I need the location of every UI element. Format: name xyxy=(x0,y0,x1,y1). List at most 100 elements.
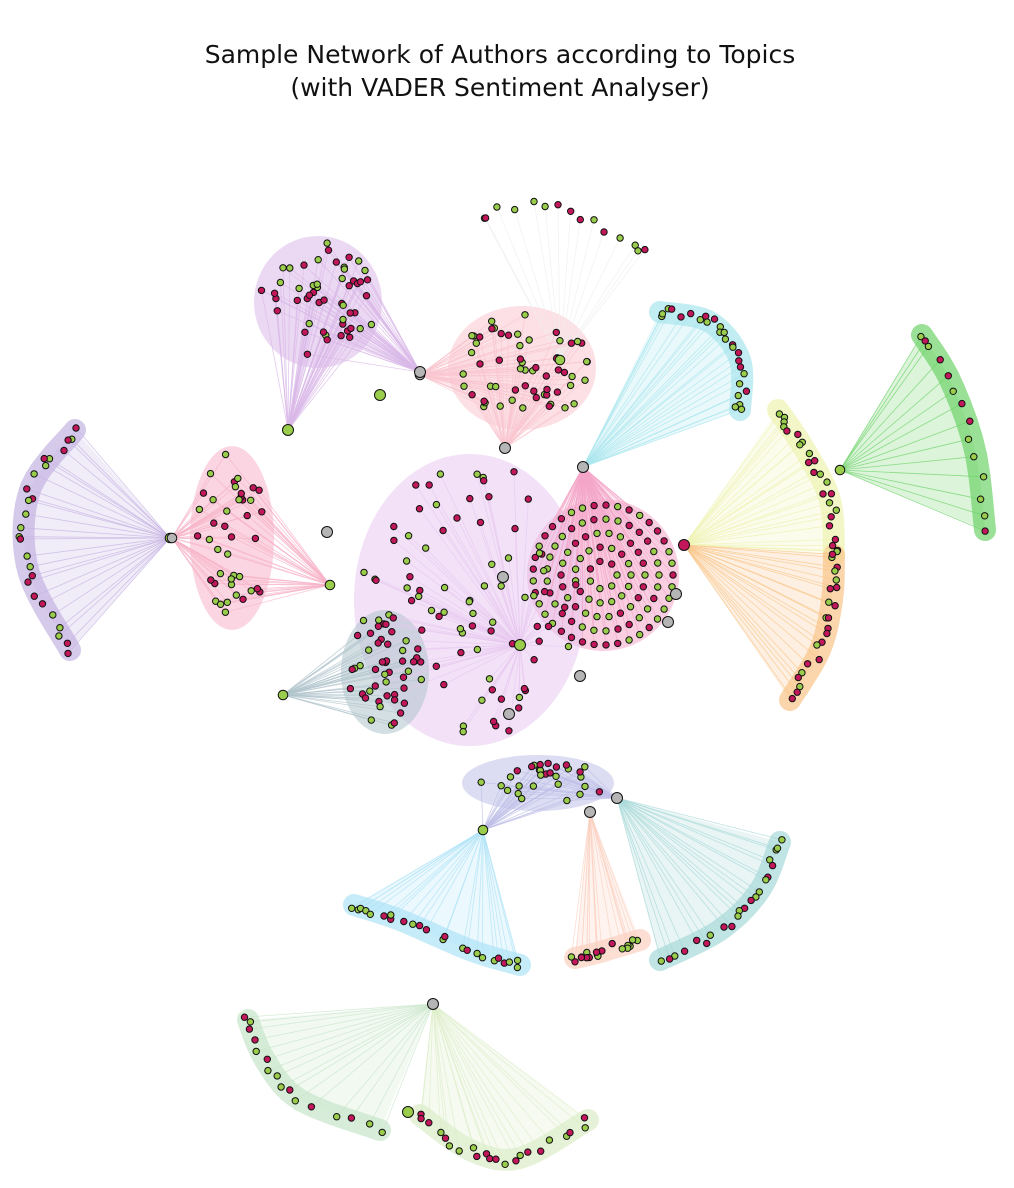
author-node-topic-magenta-center-right xyxy=(541,610,549,618)
author-node-topic-gray-top xyxy=(641,245,649,254)
author-node-topic-pink-top xyxy=(530,387,538,395)
author-node-topic-center-mixed xyxy=(360,568,368,577)
author-node-topic-pink-left xyxy=(235,496,243,504)
author-node-topic-center-mixed xyxy=(427,606,436,615)
author-node-topic-pink-left xyxy=(255,486,263,494)
author-node-topic-cyan-top-right xyxy=(710,315,719,323)
author-node-topic-green-right xyxy=(970,453,978,461)
author-node-topic-pink-left xyxy=(237,489,246,498)
author-node-topic-magenta-center-right xyxy=(559,583,567,591)
author-node-topic-pink-top xyxy=(570,400,578,408)
edge-topic-center-mixed xyxy=(519,597,526,646)
edge-topic-skyblue-bottom xyxy=(482,829,518,961)
edge-topic-pink-left xyxy=(171,525,225,539)
edge-topic-peach-bottom-right xyxy=(581,811,591,958)
author-node-topic-teal-bottom-right xyxy=(762,876,770,884)
author-node-topic-lime-bottom xyxy=(425,1119,433,1127)
author-node-topic-teal-bottom-right xyxy=(703,939,711,948)
author-node-topic-peach-bottom-right xyxy=(577,953,586,962)
author-node-topic-lavender-bottom xyxy=(537,771,545,779)
author-node-topic-center-mixed xyxy=(466,494,474,503)
author-node-topic-magenta-center-right xyxy=(596,584,604,593)
edge-topic-slate-left xyxy=(282,635,358,696)
author-node-topic-skyblue-bottom xyxy=(348,904,356,912)
edge-topic-cyan-top-right xyxy=(582,308,669,468)
edge-topic-pink-left xyxy=(215,584,331,602)
edge-topic-lime-bottom xyxy=(432,1003,517,1161)
edge-topic-pink-left xyxy=(231,584,331,586)
author-node-topic-violet-left xyxy=(23,485,31,493)
edge-topic-magenta-center-right xyxy=(582,466,601,589)
edge-topic-pink-left xyxy=(225,584,331,613)
author-node-topic-yellow-right xyxy=(832,506,840,514)
author-node-topic-skyblue-bottom xyxy=(505,958,514,966)
edge-topic-purple-top-left xyxy=(317,259,421,373)
author-node-topic-magenta-center-right xyxy=(596,543,604,551)
edge-topic-pink-top xyxy=(419,374,537,398)
author-node-topic-magenta-center-right xyxy=(590,640,598,649)
author-node-topic-lime-bottom xyxy=(545,1136,554,1144)
edge-topic-gray-top xyxy=(559,237,621,361)
edge-topic-pink-left xyxy=(210,473,331,586)
author-node-topic-teal-bottom-right xyxy=(706,931,714,939)
edge-topic-purple-top-left xyxy=(287,328,352,431)
edge-topic-violet-left xyxy=(59,537,171,629)
author-node-topic-magenta-center-right xyxy=(590,626,598,634)
author-node-topic-magenta-center-right xyxy=(590,501,598,510)
edge-topic-pink-left xyxy=(171,537,221,574)
author-node-topic-magenta-center-right xyxy=(571,539,580,547)
edge-topic-pink-left xyxy=(213,522,331,586)
edge-topic-gray-top xyxy=(559,231,605,361)
author-node-topic-purple-top-left xyxy=(340,265,349,273)
topic-hub-node xyxy=(514,639,526,651)
author-node-topic-lavender-bottom xyxy=(554,780,562,788)
edge-topic-purple-top-left xyxy=(313,285,421,373)
edge-topic-skyblue-bottom xyxy=(390,829,484,920)
topic-hub-node xyxy=(499,442,511,454)
author-node-topic-yellow-right xyxy=(831,535,840,544)
author-node-topic-center-mixed xyxy=(488,560,496,568)
edge-topic-center-mixed xyxy=(425,547,521,646)
edge-topic-violet-left xyxy=(26,488,171,539)
author-node-topic-orange-right xyxy=(803,660,812,668)
author-node-topic-green-right xyxy=(924,342,933,351)
author-node-topic-teal-bottom-right xyxy=(728,922,736,931)
edge-topic-magenta-center-right xyxy=(561,466,584,537)
author-node-topic-lime-bottom xyxy=(524,1148,532,1156)
edge-topic-pink-top xyxy=(419,340,560,376)
author-node-topic-magenta-center-right xyxy=(557,515,566,523)
edge-topic-lavender-bottom xyxy=(482,798,522,831)
author-node-topic-pink-left xyxy=(251,534,260,543)
author-node-topic-slate-left xyxy=(396,709,405,717)
edge-topic-pink-top xyxy=(504,372,565,449)
edge-topic-cyan-top-right xyxy=(582,346,734,468)
edge-topic-center-mixed xyxy=(519,570,545,646)
author-node-topic-slate-left xyxy=(381,670,389,678)
edge-topic-pink-left xyxy=(171,510,227,539)
edge-topic-cyan-top-right xyxy=(582,366,741,468)
author-node-topic-pink-top xyxy=(532,363,540,372)
author-node-topic-slate-left xyxy=(402,637,410,645)
author-node-topic-lavender-bottom xyxy=(581,782,589,791)
author-node-topic-lime-bottom xyxy=(445,1142,454,1150)
edge-topic-lavender-bottom xyxy=(482,766,533,831)
edge-topic-yellow-right xyxy=(683,493,832,546)
author-node-topic-center-mixed xyxy=(476,518,485,527)
edge-topic-skyblue-bottom xyxy=(370,829,484,915)
author-node-topic-violet-left xyxy=(23,552,31,560)
edge-topic-cyan-top-right xyxy=(582,318,715,468)
edge-topic-pink-top xyxy=(504,334,519,449)
author-node-topic-cyan-top-right xyxy=(677,313,685,321)
author-node-topic-purple-top-left xyxy=(301,328,309,336)
author-node-topic-sage-bottom xyxy=(240,1013,249,1021)
edge-topic-purple-top-left xyxy=(323,299,421,373)
edge-topic-violet-left xyxy=(42,537,171,605)
cluster-fan-topic-teal-bottom-right xyxy=(617,798,780,960)
author-node-topic-center-mixed xyxy=(533,622,541,631)
author-node-topic-yellow-right xyxy=(804,458,813,467)
edge-topic-purple-top-left xyxy=(261,290,421,373)
author-node-topic-pink-top xyxy=(566,381,575,390)
edge-topic-slate-left xyxy=(282,642,379,696)
author-node-topic-pink-top xyxy=(504,331,513,339)
author-node-topic-yellow-right xyxy=(828,541,837,550)
